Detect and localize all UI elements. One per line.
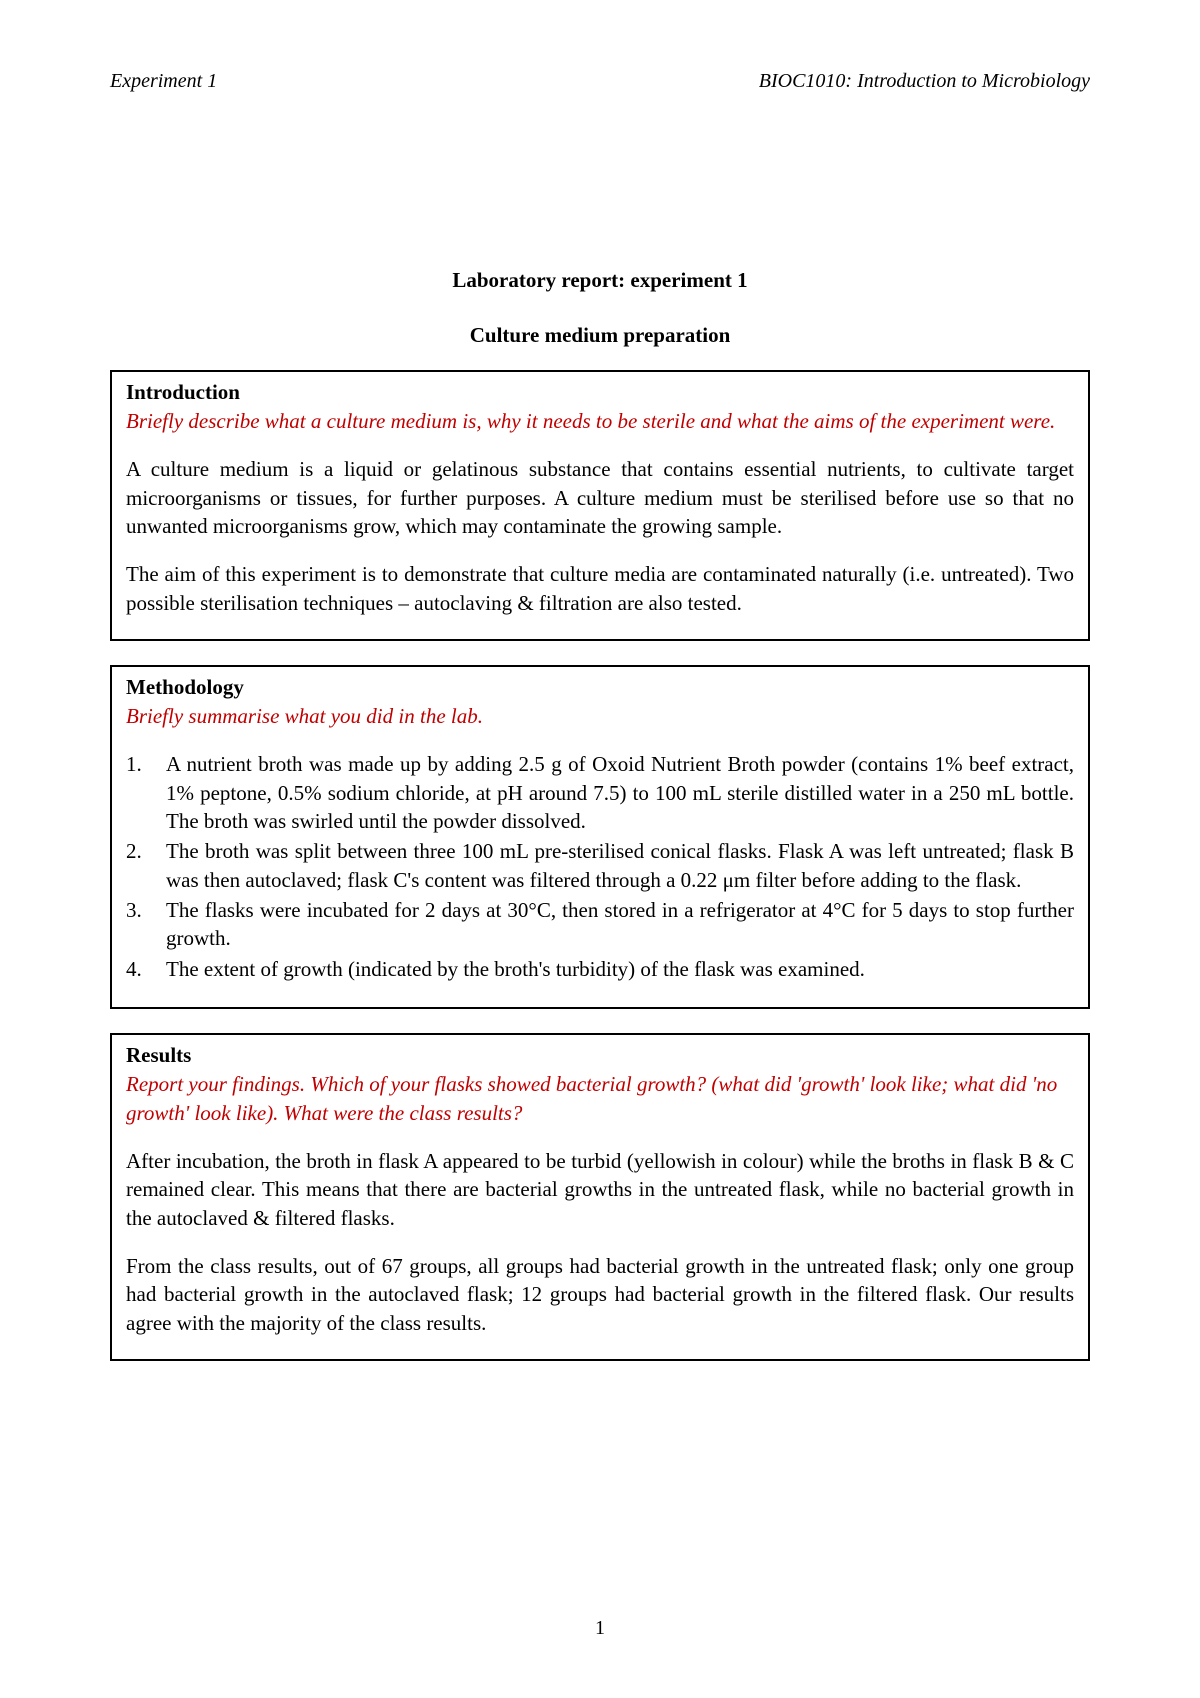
results-section: Results Report your findings. Which of y… bbox=[110, 1033, 1090, 1361]
results-p2: From the class results, out of 67 groups… bbox=[126, 1252, 1074, 1337]
results-p1: After incubation, the broth in flask A a… bbox=[126, 1147, 1074, 1232]
introduction-prompt: Briefly describe what a culture medium i… bbox=[126, 407, 1074, 435]
methodology-step: A nutrient broth was made up by adding 2… bbox=[126, 750, 1074, 835]
introduction-section: Introduction Briefly describe what a cul… bbox=[110, 370, 1090, 641]
introduction-heading: Introduction bbox=[126, 380, 1074, 405]
document-page: Experiment 1 BIOC1010: Introduction to M… bbox=[0, 0, 1200, 1445]
report-subtitle: Culture medium preparation bbox=[110, 323, 1090, 348]
results-prompt: Report your findings. Which of your flas… bbox=[126, 1070, 1074, 1127]
methodology-section: Methodology Briefly summarise what you d… bbox=[110, 665, 1090, 1009]
methodology-prompt: Briefly summarise what you did in the la… bbox=[126, 702, 1074, 730]
results-heading: Results bbox=[126, 1043, 1074, 1068]
methodology-step: The broth was split between three 100 mL… bbox=[126, 837, 1074, 894]
page-number: 1 bbox=[0, 1617, 1200, 1640]
page-header: Experiment 1 BIOC1010: Introduction to M… bbox=[110, 70, 1090, 93]
introduction-p1: A culture medium is a liquid or gelatino… bbox=[126, 455, 1074, 540]
report-title: Laboratory report: experiment 1 bbox=[110, 268, 1090, 293]
methodology-heading: Methodology bbox=[126, 675, 1074, 700]
header-left: Experiment 1 bbox=[110, 70, 217, 93]
header-right: BIOC1010: Introduction to Microbiology bbox=[759, 70, 1090, 93]
introduction-p2: The aim of this experiment is to demonst… bbox=[126, 560, 1074, 617]
methodology-step: The flasks were incubated for 2 days at … bbox=[126, 896, 1074, 953]
methodology-list: A nutrient broth was made up by adding 2… bbox=[126, 750, 1074, 983]
methodology-step: The extent of growth (indicated by the b… bbox=[126, 955, 1074, 983]
